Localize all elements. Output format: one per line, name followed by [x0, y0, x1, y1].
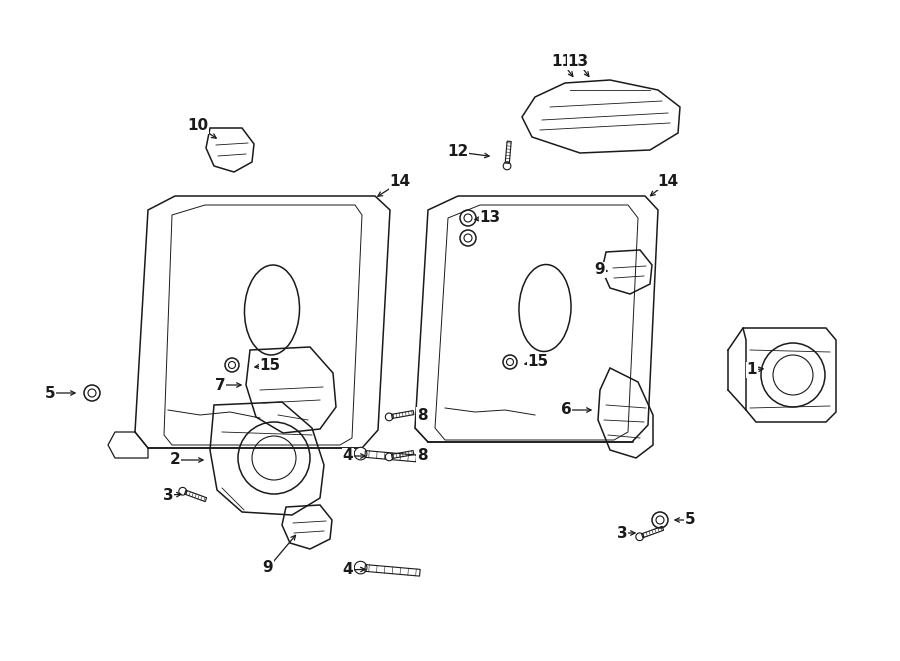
Text: 10: 10 — [187, 118, 209, 134]
Text: 8: 8 — [417, 407, 428, 422]
Text: 13: 13 — [567, 54, 589, 69]
Text: 15: 15 — [259, 358, 281, 373]
Circle shape — [385, 413, 393, 421]
Bar — [392, 410, 414, 418]
Bar — [642, 526, 663, 538]
Bar — [505, 141, 511, 163]
Text: 4: 4 — [343, 563, 354, 578]
Circle shape — [652, 512, 668, 528]
Bar — [364, 564, 420, 576]
Text: 8: 8 — [417, 447, 428, 463]
Circle shape — [355, 561, 367, 574]
Text: 13: 13 — [480, 210, 500, 225]
Circle shape — [460, 210, 476, 226]
Circle shape — [385, 453, 393, 461]
Circle shape — [503, 162, 511, 170]
Text: 12: 12 — [447, 145, 469, 159]
Text: 15: 15 — [527, 354, 549, 369]
Text: 7: 7 — [215, 377, 225, 393]
Text: 1: 1 — [747, 362, 757, 377]
Text: 14: 14 — [657, 175, 679, 190]
Text: 14: 14 — [390, 175, 410, 190]
Bar — [184, 490, 207, 502]
Text: 4: 4 — [343, 449, 354, 463]
Text: 11: 11 — [552, 54, 572, 69]
Text: 5: 5 — [45, 385, 55, 401]
Bar — [364, 451, 420, 462]
Circle shape — [84, 385, 100, 401]
Text: 3: 3 — [163, 488, 174, 502]
Circle shape — [503, 355, 517, 369]
Circle shape — [179, 487, 186, 495]
Text: 9: 9 — [595, 262, 606, 278]
Circle shape — [635, 533, 644, 541]
Circle shape — [225, 358, 239, 372]
Text: 6: 6 — [561, 403, 572, 418]
Text: 3: 3 — [616, 525, 627, 541]
Circle shape — [460, 230, 476, 246]
Bar — [392, 451, 414, 459]
Text: 5: 5 — [685, 512, 696, 527]
Text: 9: 9 — [263, 561, 274, 576]
Circle shape — [355, 447, 367, 460]
Text: 2: 2 — [169, 453, 180, 467]
